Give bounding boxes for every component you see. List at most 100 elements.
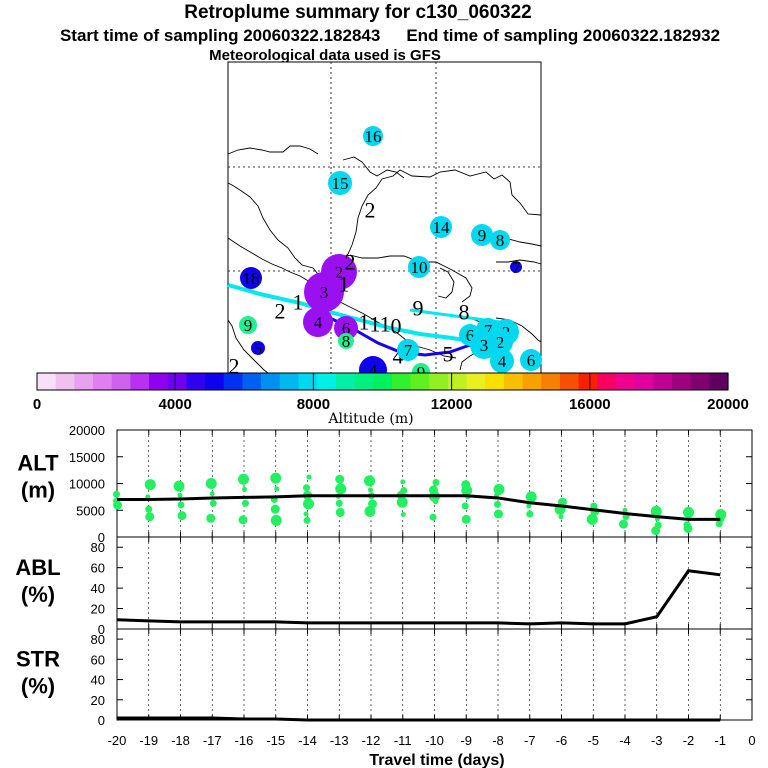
plume-cluster-29: 5 xyxy=(443,342,454,367)
abl-line xyxy=(116,569,721,626)
alt-point xyxy=(368,487,373,493)
colorbar-swatch xyxy=(503,373,524,390)
alt-point xyxy=(177,492,183,498)
alt-point xyxy=(526,510,534,518)
cluster-label: 4 xyxy=(393,344,404,369)
y-tick-label: 40 xyxy=(91,581,105,596)
x-tick-label: -9 xyxy=(460,733,472,748)
alt-point xyxy=(270,514,282,526)
x-tick-label: -3 xyxy=(651,733,663,748)
x-tick-label: -18 xyxy=(171,733,190,748)
alt-point xyxy=(558,514,564,520)
cluster-dot xyxy=(303,307,333,337)
cluster-label: 14 xyxy=(433,218,451,237)
plume-cluster-labels: 1615214981018723121294611109858274567234… xyxy=(229,126,542,384)
y-tick-label: 20 xyxy=(91,602,105,617)
x-tick-label: -14 xyxy=(298,733,317,748)
panel-ylabel: (m) xyxy=(21,478,55,503)
cluster-label: 5 xyxy=(254,339,263,358)
colorbar-tick-label: 4000 xyxy=(159,396,192,413)
alt-point xyxy=(461,502,469,510)
colorbar-swatch xyxy=(149,373,169,390)
colorbar-swatch xyxy=(37,373,57,390)
plume-cluster-22: 9 xyxy=(413,296,424,321)
met-data-label: Meteorological data used is GFS xyxy=(209,47,441,64)
colorbar-swatch xyxy=(261,373,281,390)
cluster-label: 4 xyxy=(369,361,378,380)
colorbar-swatch xyxy=(242,373,262,390)
cluster-label: 9 xyxy=(413,296,424,321)
plume-cluster-21: 0 xyxy=(391,314,402,339)
colorbar-swatch xyxy=(130,373,150,390)
plume-cluster-35: 6 xyxy=(520,349,542,371)
colorbar-swatch xyxy=(671,373,692,390)
y-tick-label: 0 xyxy=(98,530,105,545)
colorbar-swatch xyxy=(74,373,94,390)
x-tick-label: -8 xyxy=(492,733,504,748)
panel-ylabel: ALT xyxy=(17,451,59,476)
alt-point xyxy=(461,514,471,524)
alt-point xyxy=(364,475,375,487)
cluster-label: 5 xyxy=(443,342,454,367)
cluster-dot xyxy=(490,230,510,250)
x-tick-label: -7 xyxy=(524,733,536,748)
colorbar-tick-label: 0 xyxy=(33,396,41,413)
plume-cluster-20: 11 xyxy=(369,312,390,337)
colorbar-swatch xyxy=(335,373,356,390)
alt-point xyxy=(683,506,694,518)
y-tick-label: 0 xyxy=(98,622,105,637)
colorbar-swatch xyxy=(354,373,374,390)
plume-cluster-15: 2 xyxy=(275,299,286,324)
alt-point xyxy=(335,483,347,495)
alt-point xyxy=(619,519,628,529)
cluster-label: 8 xyxy=(342,332,351,351)
alt-point xyxy=(335,507,345,517)
cluster-label: 10 xyxy=(411,258,428,277)
plume-cluster-8: 18 xyxy=(240,267,262,289)
panel-ylabel: STR xyxy=(16,647,60,672)
colorbar-swatch xyxy=(615,373,636,390)
colorbar-swatch xyxy=(111,373,131,390)
colorbar-swatch xyxy=(485,373,505,390)
cluster-label: 3 xyxy=(320,283,329,302)
plume-map: 1615214981018723121294611109858274567234… xyxy=(227,61,542,384)
alt-point xyxy=(461,484,473,496)
alt-point xyxy=(242,499,249,507)
y-tick-label: 80 xyxy=(91,540,105,555)
plume-cluster-16: 9 xyxy=(239,316,257,335)
plume-cluster-28: 4 xyxy=(393,344,404,369)
alt-point xyxy=(205,478,217,489)
colorbar-swatch xyxy=(541,373,561,390)
colorbar-swatch xyxy=(447,373,468,390)
cluster-label: 7 xyxy=(404,341,413,360)
x-tick-label: -10 xyxy=(425,733,444,748)
alt-point xyxy=(303,516,311,524)
alt-point xyxy=(683,523,693,533)
colorbar-swatch xyxy=(205,373,225,390)
alt-point xyxy=(270,504,280,514)
alt-point xyxy=(177,501,185,509)
cluster-dot xyxy=(397,339,419,361)
cluster-dot xyxy=(304,272,344,312)
alt-point xyxy=(586,513,598,525)
colorbar-tick-label: 16000 xyxy=(569,396,611,413)
plume-cluster-4: 14 xyxy=(430,216,452,238)
alt-point xyxy=(429,513,437,521)
colorbar-swatch xyxy=(690,373,710,390)
cluster-label: 2 xyxy=(229,354,240,379)
cluster-label: 6 xyxy=(527,351,536,370)
alt-point xyxy=(400,479,406,485)
cluster-dot xyxy=(338,333,354,349)
plume-cluster-13: 2 xyxy=(345,250,356,275)
plume-cluster-36: 2 xyxy=(229,354,240,379)
x-tick-label: -19 xyxy=(139,733,158,748)
alt-point xyxy=(715,520,723,528)
plume-cluster-11: 3 xyxy=(304,272,344,312)
colorbar-swatch xyxy=(223,373,244,390)
y-tick-label: 20 xyxy=(91,693,105,708)
x-tick-label: -12 xyxy=(362,733,381,748)
y-tick-label: 10000 xyxy=(69,477,105,492)
end-time-label: End time of sampling 20060322.182932 xyxy=(406,26,721,45)
time-series-panels: 05000100001500020000ALT(m)020406080ABL(%… xyxy=(15,423,755,768)
